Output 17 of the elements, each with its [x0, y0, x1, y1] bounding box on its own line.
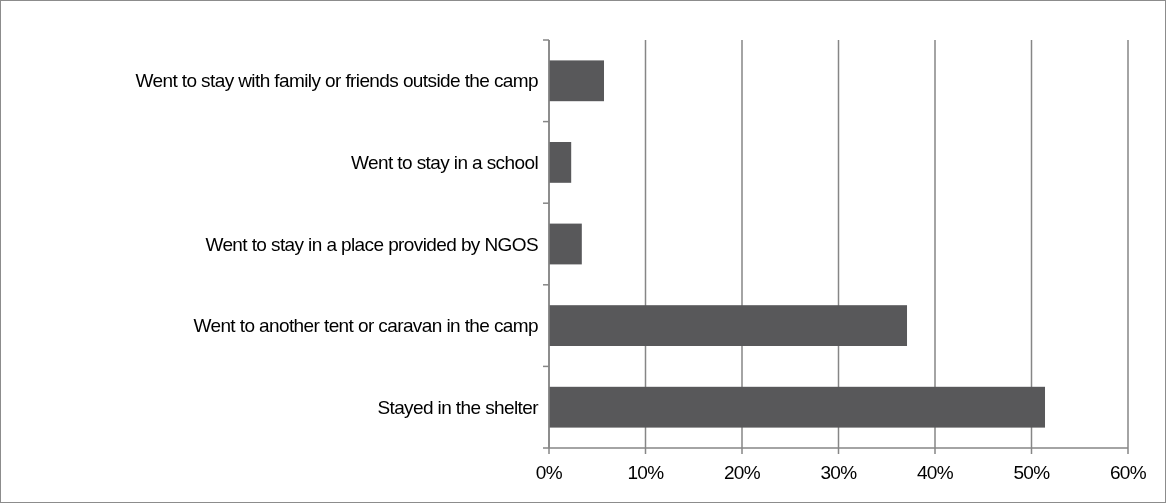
- x-tick-label: 60%: [1109, 462, 1147, 483]
- y-tick-label: Went to another tent or caravan in the camp: [193, 315, 539, 337]
- x-tick-label: 40%: [916, 462, 954, 483]
- bar: [549, 386, 1046, 428]
- bar: [549, 60, 605, 102]
- x-tick-label: 0%: [535, 462, 563, 483]
- x-tick-label: 20%: [723, 462, 761, 483]
- bar: [549, 142, 572, 183]
- y-tick-label: Went to stay in a school: [351, 152, 538, 174]
- x-tick-label: 50%: [1013, 462, 1051, 483]
- bar: [549, 223, 582, 265]
- bar: [549, 305, 908, 346]
- y-tick-label: Went to stay in a place provided by NGOS: [205, 233, 538, 255]
- y-tick-label: Went to stay with family or friends outside the camp: [135, 70, 539, 92]
- x-tick-label: 10%: [627, 462, 665, 483]
- x-tick-label: 30%: [820, 462, 858, 483]
- y-tick-label: Stayed in the shelter: [377, 396, 540, 418]
